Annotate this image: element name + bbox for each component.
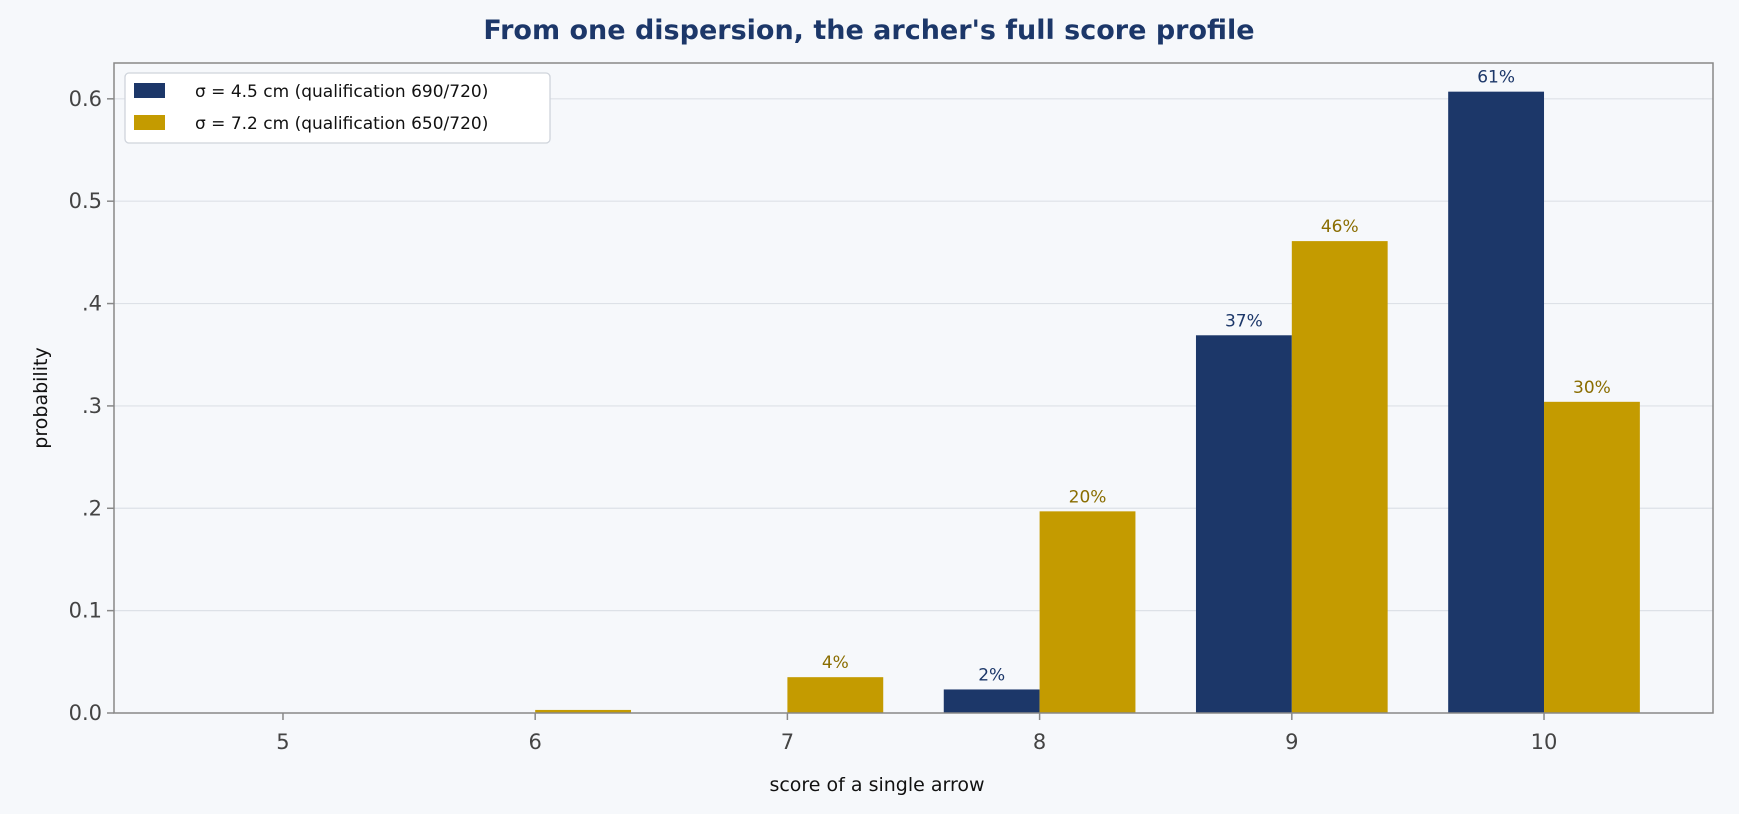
legend-box xyxy=(124,72,551,144)
bar xyxy=(1448,91,1545,713)
y-tick-label: .3 xyxy=(82,394,102,418)
data-label: 4% xyxy=(822,653,849,673)
bar xyxy=(943,689,1040,713)
x-tick-label: 8 xyxy=(1033,730,1046,754)
legend-label: σ = 4.5 cm (qualification 690/720) xyxy=(195,82,488,102)
y-tick-label: .4 xyxy=(82,292,102,316)
legend-swatch xyxy=(134,115,165,130)
x-tick-label: 7 xyxy=(781,730,794,754)
plot-frame xyxy=(113,62,1714,714)
data-label: 20% xyxy=(1069,487,1107,507)
chart-title: From one dispersion, the archer's full s… xyxy=(483,15,1254,46)
plot-area: 4% 2% 20% 37% 46% 61% 30% 0.0 0.1 .2 .3 .4 0.5 0.6 5 6 7… xyxy=(69,62,1714,754)
legend-label: σ = 7.2 cm (qualification 650/720) xyxy=(195,114,488,134)
data-label: 61% xyxy=(1477,68,1515,88)
bar xyxy=(1039,511,1136,713)
x-tick-label: 9 xyxy=(1285,730,1298,754)
x-axis-label: score of a single arrow xyxy=(769,774,984,796)
data-label: 30% xyxy=(1573,378,1611,398)
y-tick-label: 0.0 xyxy=(69,701,102,725)
y-tick-label: 0.1 xyxy=(69,599,102,623)
bar xyxy=(535,709,632,713)
y-axis-label: probability xyxy=(30,347,52,448)
x-tick-label: 6 xyxy=(529,730,542,754)
data-label: 37% xyxy=(1225,311,1263,331)
bar xyxy=(1544,401,1640,713)
bar xyxy=(787,677,884,713)
y-tick-label: 0.5 xyxy=(69,189,102,213)
legend-swatch xyxy=(134,83,165,98)
legend: σ = 4.5 cm (qualification 690/720) σ = 7.… xyxy=(124,72,551,144)
x-tick-label: 10 xyxy=(1531,730,1558,754)
x-tick-label: 5 xyxy=(276,730,289,754)
data-label: 2% xyxy=(978,665,1005,685)
bar xyxy=(1291,241,1388,713)
y-tick-label: 0.6 xyxy=(69,87,102,111)
y-tick-label: .2 xyxy=(82,496,102,520)
data-label: 46% xyxy=(1321,217,1359,237)
bar xyxy=(1195,335,1292,713)
